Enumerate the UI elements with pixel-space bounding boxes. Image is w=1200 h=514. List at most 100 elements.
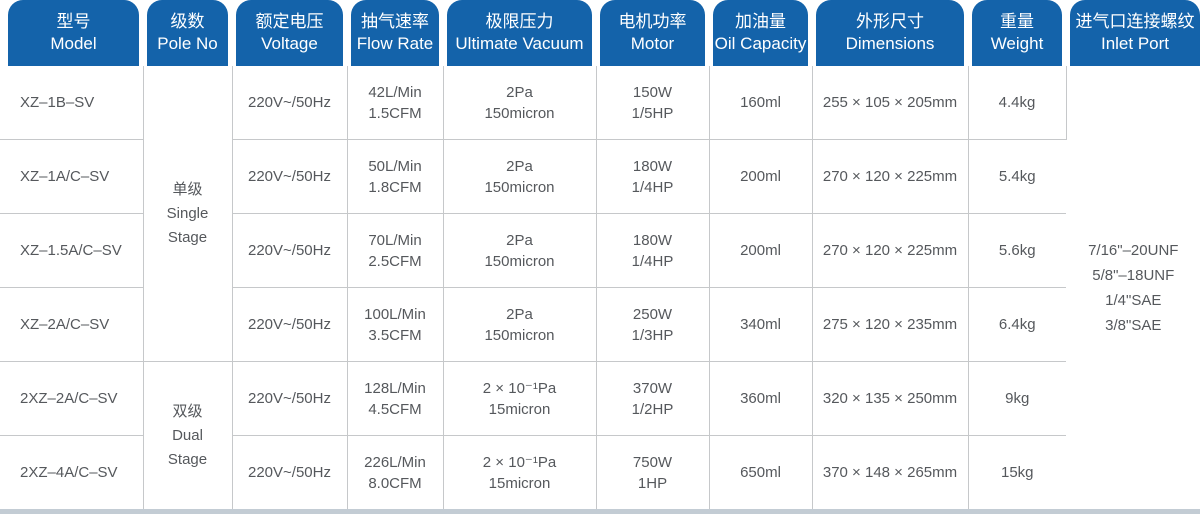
motor-cell: 180W 1/4HP	[596, 139, 710, 214]
weight-cell: 15kg	[1000, 464, 1034, 481]
table-header-row: 型号 Model 级数 Pole No 额定电压 Voltage 抽气速率	[0, 0, 1200, 66]
table-row: 2XZ–2A/C–SV 双级 Dual Stage 220V~/50Hz 128…	[0, 361, 1200, 509]
voltage-cell: 220V~/50Hz	[232, 139, 348, 214]
header-zh: 重量	[1000, 12, 1034, 31]
header-pill: 加油量 Oil Capacity	[713, 0, 808, 66]
header-zh: 级数	[170, 12, 205, 31]
column-header-motor: 电机功率 Motor	[596, 0, 709, 66]
motor-cell: 180W 1/4HP	[596, 213, 710, 288]
header-en: Motor	[630, 34, 675, 53]
column-header-oil-capacity: 加油量 Oil Capacity	[709, 0, 812, 66]
motor-cell: 370W 1/2HP	[596, 361, 710, 436]
header-zh: 抽气速率	[361, 12, 429, 31]
ultimate-vacuum-cell: 2Pa 150micron	[443, 66, 597, 140]
header-pill: 额定电压 Voltage	[236, 0, 343, 66]
flow-rate-cell: 42L/Min 1.5CFM	[347, 66, 444, 140]
header-zh: 型号	[56, 12, 91, 31]
column-header-ultimate-vacuum: 极限压力 Ultimate Vacuum	[443, 0, 596, 66]
column-header-dimensions: 外形尺寸 Dimensions	[812, 0, 968, 66]
flow-rate-cell: 100L/Min 3.5CFM	[347, 287, 444, 362]
table-row: XZ–1B–SV 单级 Single Stage 220V~/50Hz 42L/…	[0, 66, 1200, 362]
oil-capacity-cell: 200ml	[709, 213, 813, 288]
stage-cell-single: 单级 Single Stage	[143, 66, 233, 362]
dimensions-cell: 275 × 120 × 235mm	[812, 287, 969, 362]
header-zh: 额定电压	[255, 12, 324, 31]
oil-capacity-cell: 160ml	[709, 66, 813, 140]
header-en: Inlet Port	[1100, 34, 1170, 53]
table-row: XZ–2A/C–SV 220V~/50Hz 100L/Min 3.5CFM 2P…	[0, 287, 1200, 362]
model-cell: XZ–1.5A/C–SV	[0, 213, 144, 288]
ultimate-vacuum-cell: 2Pa 150micron	[443, 287, 597, 362]
oil-capacity-cell: 340ml	[709, 287, 813, 362]
header-en: Flow Rate	[356, 34, 434, 53]
table-row: XZ–1A/C–SV 220V~/50Hz 50L/Min 1.8CFM 2Pa…	[0, 139, 1200, 214]
ultimate-vacuum-cell: 2 × 10⁻¹Pa 15micron	[443, 435, 597, 509]
model-cell: 2XZ–2A/C–SV	[0, 361, 144, 436]
voltage-cell: 220V~/50Hz	[232, 213, 348, 288]
header-pill: 电机功率 Motor	[600, 0, 705, 66]
weight-cell: 6.4kg	[968, 287, 1066, 362]
header-zh: 极限压力	[485, 12, 554, 31]
dimensions-cell: 320 × 135 × 250mm	[812, 361, 969, 436]
flow-rate-cell: 70L/Min 2.5CFM	[347, 213, 444, 288]
voltage-cell: 220V~/50Hz	[232, 66, 348, 140]
header-en: Ultimate Vacuum	[455, 34, 584, 53]
ultimate-vacuum-cell: 2Pa 150micron	[443, 213, 597, 288]
dimensions-cell: 270 × 120 × 225mm	[812, 213, 969, 288]
column-header-inlet-port: 进气口连接螺纹 Inlet Port	[1066, 0, 1200, 66]
header-en: Weight	[990, 34, 1044, 53]
stage-cell-dual: 双级 Dual Stage	[143, 361, 233, 509]
motor-cell: 250W 1/3HP	[596, 287, 710, 362]
dimensions-cell: 370 × 148 × 265mm	[812, 435, 969, 509]
model-cell: XZ–1B–SV	[0, 66, 144, 140]
voltage-cell: 220V~/50Hz	[232, 361, 348, 436]
weight-cell: 5.4kg	[968, 139, 1066, 214]
weight-cell: 5.6kg	[968, 213, 1066, 288]
bottom-accent-bar	[0, 509, 1200, 514]
motor-cell: 150W 1/5HP	[596, 66, 710, 140]
voltage-cell: 220V~/50Hz	[232, 435, 348, 509]
header-en: Model	[50, 34, 97, 53]
header-en: Pole No	[157, 34, 218, 53]
column-header-flow-rate: 抽气速率 Flow Rate	[347, 0, 443, 66]
model-cell: XZ–2A/C–SV	[0, 287, 144, 362]
dimensions-cell: 270 × 120 × 225mm	[812, 139, 969, 214]
header-pill: 极限压力 Ultimate Vacuum	[447, 0, 592, 66]
header-en: Dimensions	[845, 34, 935, 53]
header-pill: 抽气速率 Flow Rate	[351, 0, 439, 66]
model-cell: XZ–1A/C–SV	[0, 139, 144, 214]
weight-cell: 4.4kg	[968, 66, 1067, 140]
header-zh: 进气口连接螺纹	[1075, 12, 1195, 31]
column-header-weight: 重量 Weight	[968, 0, 1066, 66]
header-pill: 重量 Weight	[972, 0, 1062, 66]
model-cell: 2XZ–4A/C–SV	[0, 435, 144, 509]
header-en: Voltage	[261, 34, 318, 53]
header-pill: 型号 Model	[8, 0, 139, 66]
oil-capacity-cell: 650ml	[709, 435, 813, 509]
oil-capacity-cell: 200ml	[709, 139, 813, 214]
header-zh: 外形尺寸	[856, 12, 924, 31]
motor-cell: 750W 1HP	[596, 435, 710, 509]
column-header-voltage: 额定电压 Voltage	[232, 0, 347, 66]
flow-rate-cell: 128L/Min 4.5CFM	[347, 361, 444, 436]
voltage-cell: 220V~/50Hz	[232, 287, 348, 362]
header-pill: 进气口连接螺纹 Inlet Port	[1070, 0, 1200, 66]
header-zh: 加油量	[735, 12, 786, 31]
oil-capacity-cell: 360ml	[709, 361, 813, 436]
flow-rate-cell: 226L/Min 8.0CFM	[347, 435, 444, 509]
weight-cell: 9kg	[968, 361, 1066, 436]
table-row: XZ–1.5A/C–SV 220V~/50Hz 70L/Min 2.5CFM 2…	[0, 213, 1200, 288]
flow-rate-cell: 50L/Min 1.8CFM	[347, 139, 444, 214]
column-header-pole-no: 级数 Pole No	[143, 0, 232, 66]
header-pill: 外形尺寸 Dimensions	[816, 0, 964, 66]
column-header-model: 型号 Model	[0, 0, 143, 66]
dimensions-cell: 255 × 105 × 205mm	[812, 66, 969, 140]
table-row: 2XZ–4A/C–SV 220V~/50Hz 226L/Min 8.0CFM 2…	[0, 435, 1200, 509]
ultimate-vacuum-cell: 2Pa 150micron	[443, 139, 597, 214]
inlet-port-cell: 7/16"–20UNF 5/8"–18UNF 1/4"SAE 3/8"SAE	[1088, 241, 1179, 334]
header-en: Oil Capacity	[714, 34, 807, 53]
header-zh: 电机功率	[618, 12, 687, 31]
ultimate-vacuum-cell: 2 × 10⁻¹Pa 15micron	[443, 361, 597, 436]
header-pill: 级数 Pole No	[147, 0, 228, 66]
